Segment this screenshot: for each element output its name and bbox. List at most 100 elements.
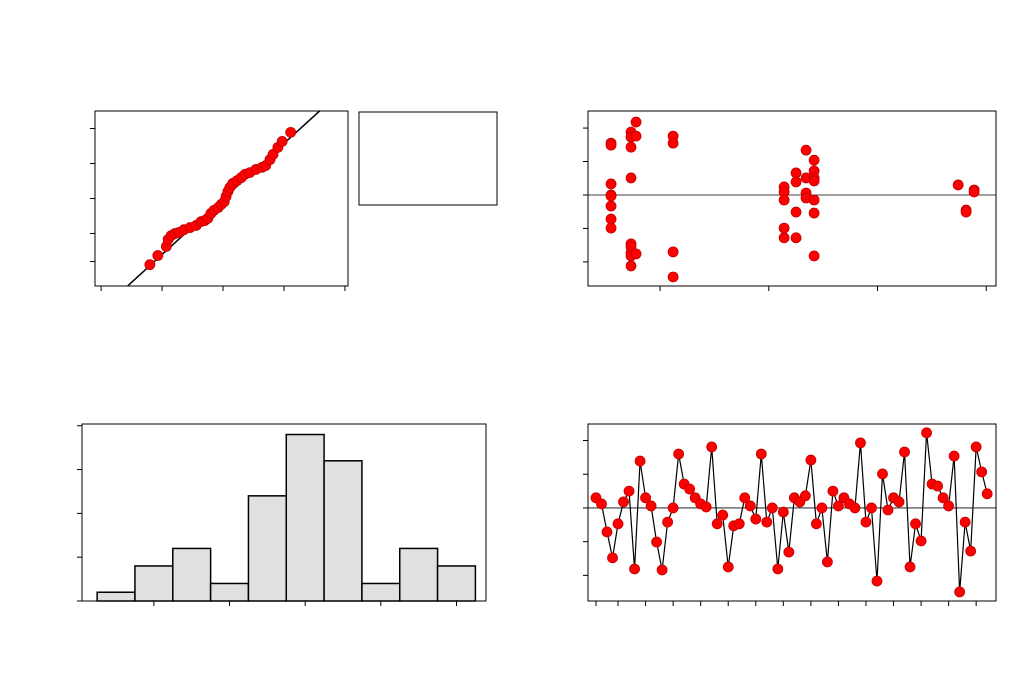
bar: [361, 582, 401, 602]
point: [607, 552, 618, 564]
point: [651, 536, 662, 548]
point: [910, 518, 921, 530]
point: [662, 516, 674, 528]
point: [612, 518, 624, 530]
point: [778, 222, 790, 234]
point: [827, 485, 839, 497]
point: [777, 506, 789, 518]
point: [761, 516, 773, 528]
point: [808, 154, 820, 166]
point: [904, 561, 916, 573]
point: [943, 500, 955, 512]
point: [656, 564, 668, 576]
point: [285, 126, 297, 138]
bar: [323, 460, 363, 602]
point: [755, 448, 767, 460]
point: [733, 518, 745, 530]
point: [849, 502, 861, 514]
point: [968, 186, 980, 198]
point: [673, 448, 685, 460]
point: [605, 222, 617, 234]
point: [667, 137, 679, 149]
point: [893, 496, 905, 508]
point: [739, 492, 751, 504]
point: [623, 485, 635, 497]
point: [790, 167, 802, 179]
point: [952, 179, 964, 191]
point: [630, 130, 642, 142]
point: [799, 490, 811, 502]
bar: [134, 565, 174, 602]
point: [960, 206, 972, 218]
point: [717, 509, 729, 521]
point: [630, 116, 642, 128]
point: [684, 483, 696, 495]
bar: [96, 591, 136, 602]
point: [790, 176, 802, 188]
point: [808, 194, 820, 206]
point: [981, 488, 993, 500]
point: [667, 502, 679, 514]
legend-box: [358, 111, 498, 206]
plot-frame: [587, 110, 997, 287]
point: [816, 502, 828, 514]
point: [810, 518, 822, 530]
point: [596, 498, 607, 510]
point: [778, 232, 790, 244]
point: [750, 513, 762, 525]
point: [625, 172, 637, 184]
point: [700, 501, 712, 513]
point: [808, 250, 820, 262]
point: [937, 492, 949, 504]
point: [855, 437, 866, 449]
point: [866, 502, 877, 514]
point: [605, 200, 617, 212]
point: [932, 480, 943, 492]
point: [948, 450, 960, 462]
point: [634, 455, 646, 467]
point: [877, 468, 888, 480]
point: [711, 518, 723, 530]
point: [706, 441, 718, 453]
point: [605, 139, 617, 151]
bar: [436, 565, 477, 602]
plot-frame: [94, 110, 349, 287]
point: [808, 175, 820, 187]
point: [605, 190, 617, 202]
point: [882, 504, 894, 516]
point: [625, 141, 637, 153]
point: [965, 545, 977, 557]
point: [605, 178, 617, 190]
point: [871, 575, 883, 587]
point: [667, 246, 679, 258]
point: [618, 496, 629, 508]
point: [601, 526, 613, 538]
point: [800, 144, 812, 156]
point: [766, 502, 778, 514]
point: [921, 427, 932, 439]
point: [790, 206, 802, 218]
point: [640, 492, 651, 504]
plot-frame: [587, 423, 997, 602]
point: [144, 259, 156, 271]
point: [605, 213, 617, 225]
point: [645, 500, 657, 512]
bar: [399, 547, 439, 602]
bar: [209, 582, 250, 602]
point: [833, 500, 844, 512]
point: [630, 248, 642, 260]
point: [778, 194, 790, 206]
point: [629, 563, 640, 575]
point: [954, 586, 966, 598]
point: [915, 535, 927, 547]
point: [625, 260, 637, 272]
point: [152, 250, 164, 261]
point: [976, 466, 988, 478]
point: [667, 271, 679, 283]
point: [783, 546, 795, 558]
bar: [247, 495, 288, 602]
point: [790, 232, 802, 244]
point: [744, 500, 756, 512]
point: [899, 446, 910, 458]
